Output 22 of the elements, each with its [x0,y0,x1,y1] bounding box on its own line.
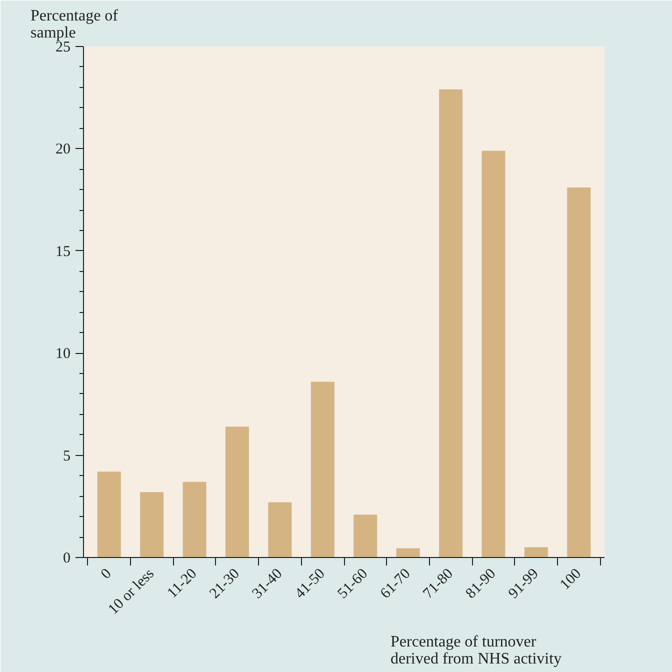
bar [97,472,121,558]
x-axis-title: Percentage of turnover derived from NHS activity [390,634,562,668]
bar [439,89,463,558]
bar [182,482,206,558]
bar [396,548,420,558]
bar [567,188,591,558]
bar [524,547,548,558]
x-tick-label: 0 [98,566,115,582]
y-tick-label: 5 [63,448,70,464]
bar [268,502,292,558]
y-axis-title: Percentage of sample [30,8,119,42]
bar [140,492,164,558]
y-tick-label: 25 [56,40,70,56]
y-tick-label: 10 [56,346,70,362]
y-tick-label: 0 [63,550,70,566]
y-tick-label: 20 [56,142,70,158]
bar [225,426,249,558]
bar [354,514,378,558]
bar [310,382,334,558]
x-tick-label: 100 [557,566,585,594]
bar [482,150,506,558]
y-tick-label: 15 [56,244,70,260]
